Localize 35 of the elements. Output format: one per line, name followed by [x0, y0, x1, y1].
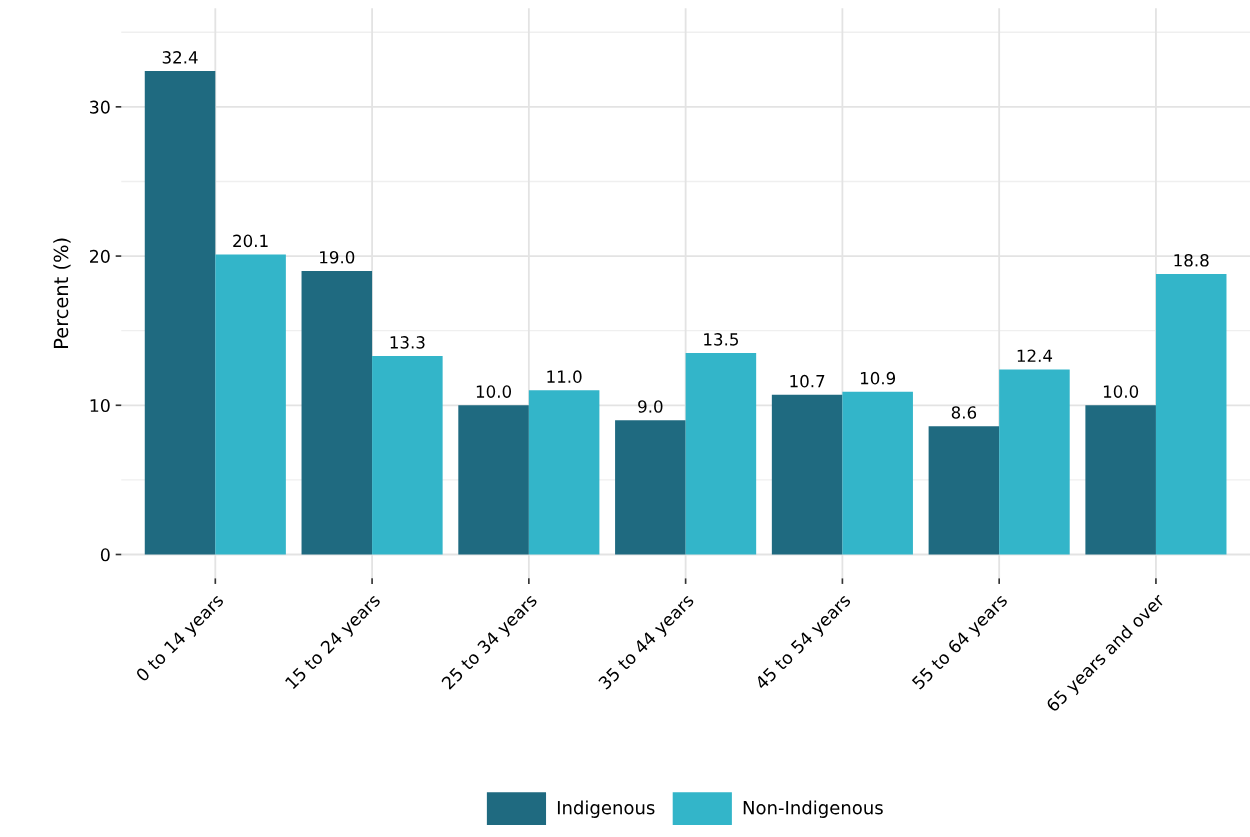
legend-label: Non-Indigenous	[743, 800, 883, 818]
data-label: 10.7	[790, 374, 825, 388]
bar	[999, 369, 1070, 555]
bar	[685, 353, 757, 555]
data-label: 20.1	[233, 234, 268, 248]
bar	[215, 254, 286, 555]
bar	[144, 71, 216, 555]
data-label: 11.0	[547, 370, 582, 383]
bar	[458, 405, 529, 555]
data-label: 18.8	[1174, 253, 1209, 267]
data-label: 13.3	[390, 336, 425, 349]
bar	[1155, 273, 1227, 555]
bar	[301, 270, 373, 555]
data-label: 9.0	[638, 400, 663, 413]
data-label: 10.9	[860, 371, 896, 385]
data-label: 12.4	[1017, 349, 1053, 362]
y-tick-label: 10	[90, 398, 110, 413]
bar	[615, 420, 686, 555]
bar	[1085, 405, 1156, 555]
bar	[528, 390, 600, 555]
data-label: 32.4	[162, 51, 198, 64]
bar	[771, 394, 843, 555]
bar	[842, 391, 913, 555]
bar	[928, 426, 1000, 555]
y-tick-label: 0	[100, 548, 110, 562]
data-label: 8.6	[951, 406, 977, 419]
data-label: 10.0	[476, 385, 512, 398]
data-label: 19.0	[320, 250, 355, 264]
y-axis-title: Percent (%)	[53, 238, 71, 348]
y-tick-label: 20	[90, 249, 110, 263]
data-label: 10.0	[1103, 385, 1139, 398]
legend-label: Indigenous	[557, 800, 655, 818]
data-label: 13.5	[704, 333, 738, 346]
bar	[372, 356, 443, 555]
y-tick-label: 30	[90, 100, 110, 114]
